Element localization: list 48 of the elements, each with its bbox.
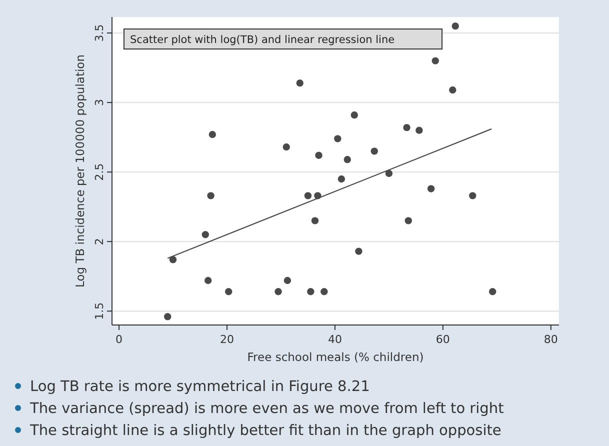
point <box>338 175 346 183</box>
point <box>208 130 216 138</box>
point <box>202 231 209 238</box>
point <box>304 192 312 200</box>
y-tick-label: 3 <box>93 99 106 106</box>
point <box>320 288 328 296</box>
point <box>315 152 322 159</box>
y-axis-title: Log TB incidence per 100000 population <box>73 54 87 288</box>
y-tick-label: 2.5 <box>93 163 106 181</box>
point <box>427 185 435 192</box>
point <box>350 111 358 119</box>
point <box>489 288 496 296</box>
point <box>449 86 456 94</box>
point <box>452 22 459 30</box>
y-tick-label: 2 <box>93 238 106 246</box>
point <box>284 276 292 284</box>
point <box>169 256 177 264</box>
point <box>370 148 378 155</box>
y-tick-label: 1.5 <box>93 302 106 320</box>
x-tick-label: 80 <box>544 333 558 346</box>
point <box>311 217 319 224</box>
point <box>204 276 212 284</box>
y-tick-label: 3.5 <box>93 24 106 42</box>
text: Log TB rate is more symmetrical in Figure 8.21 <box>30 379 370 395</box>
text: The straight line is a slightly better fit than in the graph opposite <box>29 423 502 439</box>
point <box>355 248 362 255</box>
text: The variance (spread) is more even as we move from left to right <box>29 401 504 417</box>
x-tick-label: 40 <box>328 333 342 346</box>
point <box>307 288 314 296</box>
x-tick-label: 20 <box>220 333 234 346</box>
point <box>296 79 304 87</box>
point <box>385 170 393 178</box>
x-axis-title: Free school meals (% children) <box>247 350 424 364</box>
point <box>416 126 423 134</box>
point <box>207 192 214 200</box>
point <box>225 288 232 296</box>
point <box>282 143 290 151</box>
point <box>403 124 410 132</box>
point <box>432 57 439 64</box>
caption-box: Scatter plot with log(TB) and linear regression line <box>124 28 442 50</box>
point <box>274 288 282 296</box>
point <box>334 135 342 142</box>
x-tick-label: 0 <box>116 333 123 346</box>
point <box>404 217 412 224</box>
point <box>469 192 476 200</box>
x-tick-label: 60 <box>436 333 450 346</box>
point <box>164 313 172 320</box>
point <box>344 156 351 164</box>
